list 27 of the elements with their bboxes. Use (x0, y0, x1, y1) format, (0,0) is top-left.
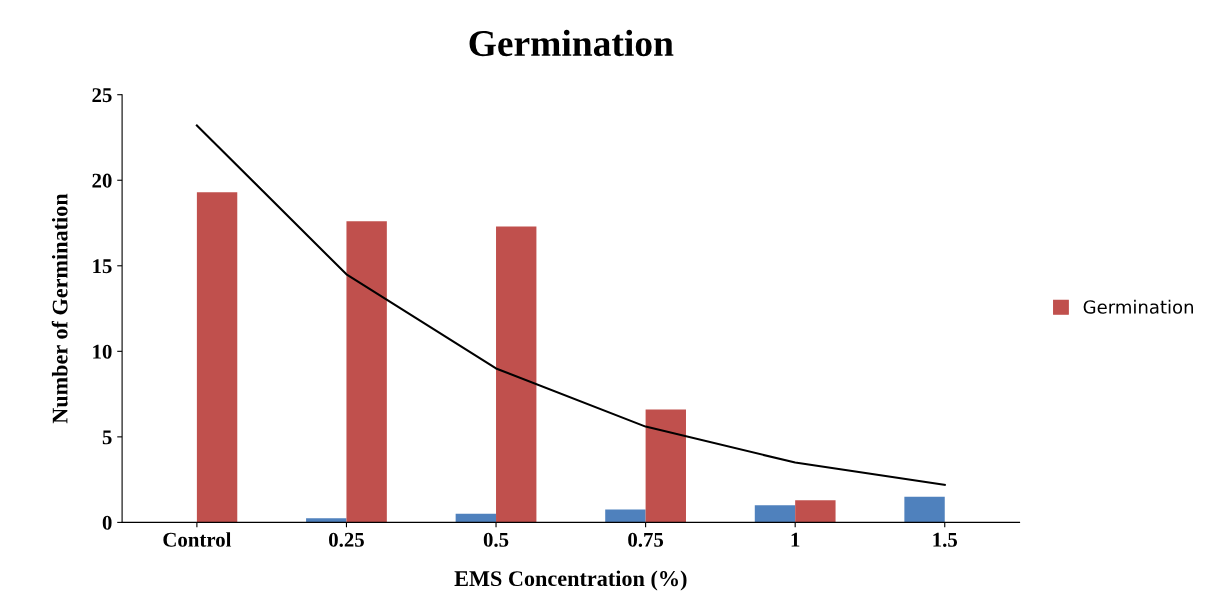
y-tick-label: 15 (93, 259, 112, 274)
x-tick-label: Control (163, 532, 232, 547)
bar (605, 509, 646, 523)
y-tick-label: 0 (102, 515, 112, 530)
bar (196, 192, 238, 523)
bar (904, 496, 945, 523)
y-tick-label: 10 (93, 344, 112, 359)
x-tick-label: 0.5 (483, 532, 509, 547)
y-tick-label: 20 (92, 173, 112, 188)
bar (754, 505, 796, 523)
line-series (195, 124, 946, 486)
bar (455, 513, 497, 523)
bar (306, 518, 347, 523)
y-tick-label: 5 (102, 430, 112, 445)
x-tick-label: 1 (791, 532, 800, 547)
legend-label: Germination (1083, 299, 1193, 314)
x-tick-label: 0.75 (628, 532, 664, 547)
x-tick-label: 0.25 (329, 532, 364, 547)
bar (496, 226, 537, 523)
x-axis-title: EMS Concentration (%) (454, 570, 687, 591)
y-tick-label: 25 (92, 88, 112, 103)
x-tick-label: 1.5 (933, 532, 958, 547)
chart-title: Germination (469, 29, 674, 57)
bar (346, 221, 387, 523)
bar (795, 500, 836, 523)
bar (645, 409, 686, 523)
y-axis-title: Number of Germination (51, 193, 68, 424)
